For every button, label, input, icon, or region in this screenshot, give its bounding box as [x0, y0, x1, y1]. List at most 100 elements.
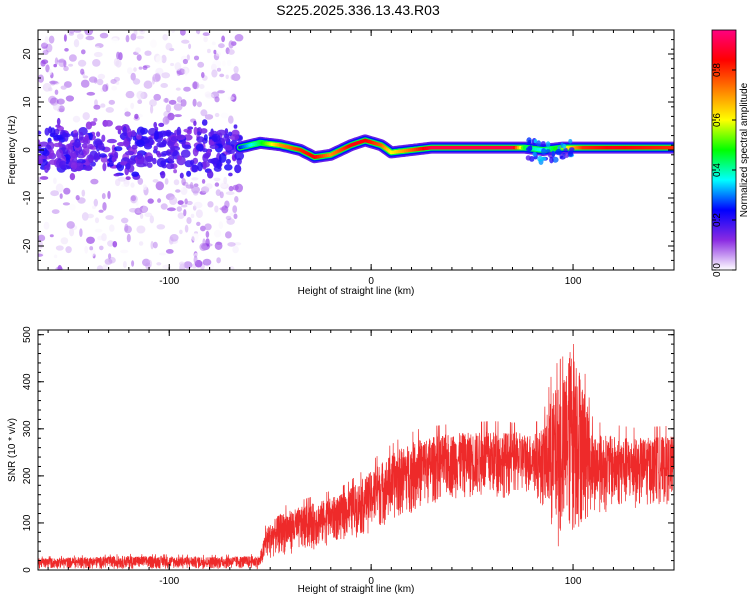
spectral-noise-blob — [233, 66, 239, 74]
spectral-noise-blob — [53, 103, 60, 111]
spectral-noise-blob — [125, 34, 130, 43]
spectral-noise-blob — [98, 209, 104, 213]
spectral-noise-blob — [225, 74, 229, 80]
colorbar-tick-label: 0.0 — [712, 263, 723, 277]
x-tick-label: 0 — [368, 576, 374, 587]
spectral-noise-blob — [96, 265, 104, 270]
spectral-band-blob — [111, 156, 117, 162]
spectral-noise-blob — [169, 234, 179, 242]
spectral-noise-blob — [220, 182, 229, 190]
spectral-noise-blob — [42, 49, 49, 56]
spectral-noise-blob — [193, 201, 203, 209]
spectral-band-blob — [127, 128, 132, 138]
spectral-noise-blob — [191, 232, 199, 242]
spectral-noise-blob — [202, 258, 212, 266]
spectral-noise-blob — [81, 49, 86, 55]
spectral-noise-blob — [90, 248, 96, 257]
y-tick-label: 20 — [22, 48, 33, 60]
spectral-noise-blob — [168, 99, 177, 105]
ridge-scatter-blob — [536, 140, 542, 147]
spectral-noise-blob — [93, 198, 99, 207]
spectral-noise-blob — [165, 42, 173, 51]
snr-y-ticks: 0 100 200 300 400 500 — [22, 326, 674, 573]
spectral-noise-blob — [196, 221, 201, 226]
spectral-band-blob — [50, 127, 56, 137]
spectral-noise-blob — [170, 62, 175, 67]
spectral-noise-blob — [200, 109, 208, 117]
spectral-noise-blob — [93, 117, 98, 122]
spectral-noise-blob — [222, 60, 226, 67]
spectral-noise-blob — [233, 124, 238, 129]
spectral-noise-blob — [53, 63, 57, 68]
page-title: S225.2025.336.13.43.R03 — [276, 2, 440, 18]
spectral-noise-blob — [216, 257, 221, 264]
spectral-noise-blob — [213, 229, 222, 238]
snr-x-ticks: -100 0 100 — [47, 330, 675, 587]
spectral-noise-blob — [92, 205, 96, 210]
y-tick-label: 0 — [22, 147, 33, 153]
spectral-noise-blob — [136, 90, 145, 100]
spectral-noise-blob — [104, 258, 113, 265]
spectral-noise-blob — [153, 121, 157, 129]
spectral-noise-blob — [68, 54, 77, 62]
spectral-band-blob — [221, 137, 226, 146]
x-tick-label: -100 — [159, 276, 179, 287]
spectral-noise-blob — [211, 69, 218, 78]
spectral-noise-blob — [234, 196, 239, 203]
spectral-noise-blob — [69, 228, 75, 237]
spectral-noise-blob — [131, 260, 135, 267]
spectral-noise-blob — [51, 209, 60, 215]
spectral-noise-blob — [160, 83, 168, 88]
spectral-noise-blob — [183, 209, 187, 217]
colorbar-tick-label: 0.6 — [712, 113, 723, 127]
spectral-noise-blob — [205, 93, 215, 99]
ridge-scatter-blob — [555, 149, 562, 156]
spectral-noise-blob — [117, 142, 126, 147]
spectral-noise-blob — [207, 48, 211, 54]
spectral-noise-blob — [186, 217, 192, 224]
spectral-band-blob — [191, 164, 198, 173]
spectral-noise-blob — [131, 171, 140, 177]
spectral-noise-blob — [188, 43, 192, 50]
spectral-noise-blob — [60, 85, 67, 90]
spectral-noise-blob — [89, 246, 94, 251]
spectral-noise-blob — [108, 253, 112, 260]
spectral-noise-blob — [199, 242, 208, 252]
spectral-band-blob — [154, 130, 159, 140]
spectral-noise-blob — [191, 81, 200, 90]
spectral-noise-blob — [138, 241, 144, 246]
spectral-band-blob — [208, 131, 213, 137]
colorbar-ticks: 0.0 0.2 0.4 0.6 0.8 — [712, 63, 736, 277]
spectral-noise-blob — [213, 53, 220, 61]
spectral-noise-blob — [41, 42, 48, 49]
spectral-noise-blob — [105, 83, 109, 92]
spectral-band-blob — [161, 150, 171, 156]
spectral-noise-blob — [196, 101, 202, 108]
spectral-noise-blob — [130, 182, 135, 188]
spectral-band-blob — [106, 138, 117, 144]
spectral-noise-blob — [94, 217, 100, 224]
spectral-noise-blob — [205, 183, 213, 190]
spectral-noise-blob — [81, 189, 86, 197]
spectral-band-blob — [196, 131, 202, 136]
spectral-noise-blob — [217, 90, 226, 94]
spectral-band-blob — [147, 162, 153, 168]
x-tick-label: 100 — [565, 576, 582, 587]
spectral-noise-blob — [48, 87, 53, 92]
spectral-noise-blob — [224, 200, 230, 209]
spectral-noise-blob — [49, 80, 58, 85]
spectral-noise-blob — [234, 164, 242, 174]
spectral-noise-blob — [53, 254, 58, 259]
ridge-scatter-blob — [545, 149, 551, 153]
spectral-noise-blob — [167, 112, 175, 121]
spectral-noise-blob — [161, 54, 167, 64]
spectral-noise-blob — [190, 213, 195, 219]
spectral-noise-blob — [173, 179, 180, 186]
spectral-noise-blob — [213, 49, 217, 55]
spectral-noise-blob — [204, 114, 214, 120]
spectral-noise-blob — [191, 177, 199, 181]
spectral-band-blob — [136, 126, 145, 136]
spectral-band-blob — [82, 146, 90, 156]
spectral-noise-blob — [162, 34, 168, 41]
spectral-noise-blob — [142, 184, 147, 191]
